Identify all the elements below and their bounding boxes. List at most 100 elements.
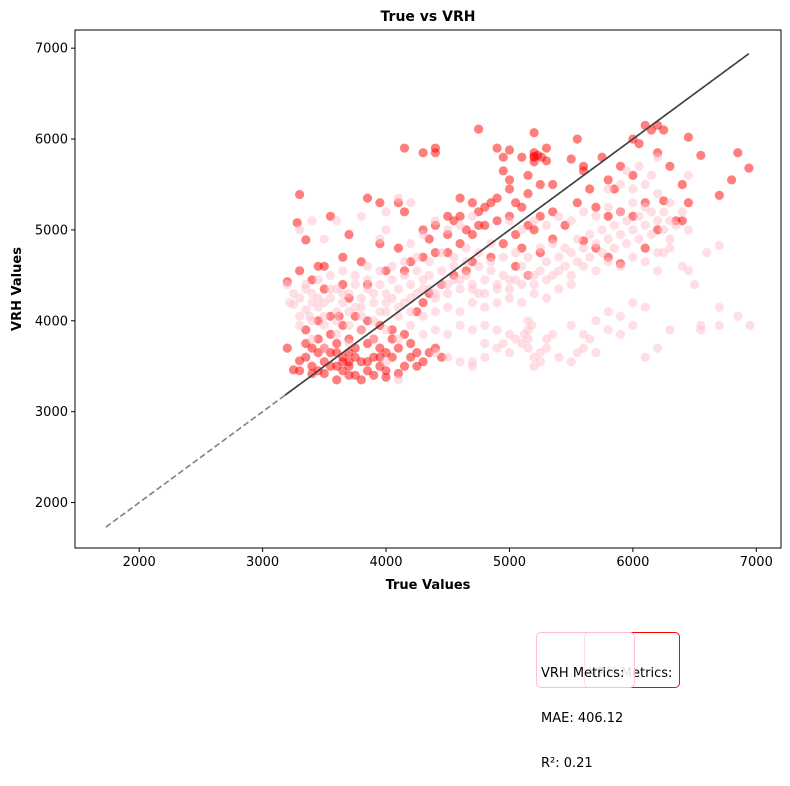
- series-0-point-173: [325, 361, 336, 371]
- y-tick-label-4000: 4000: [35, 314, 68, 329]
- series-1-point-120: [455, 220, 465, 230]
- series-0-point-28: [634, 139, 644, 149]
- series-1-point-204: [603, 202, 613, 212]
- series-1-point-273: [615, 261, 626, 271]
- series-0-point-81: [467, 198, 477, 208]
- series-1-point-174: [640, 352, 650, 362]
- series-1-point-275: [640, 257, 650, 267]
- series-1-point-211: [640, 179, 650, 190]
- series-1-point-98: [399, 257, 410, 267]
- series-1-point-249: [319, 298, 329, 308]
- series-1-point-195: [665, 198, 675, 208]
- series-1-point-168: [591, 316, 601, 326]
- series-1-point-63: [665, 234, 675, 244]
- series-0-point-193: [498, 239, 508, 249]
- series-0-point-101: [548, 179, 558, 190]
- y-tick-label-5000: 5000: [35, 223, 68, 238]
- series-1-point-112: [393, 193, 403, 203]
- series-1-point-238: [535, 243, 545, 253]
- series-1-point-67: [295, 311, 305, 321]
- series-1-point-274: [628, 252, 638, 262]
- series-1-point-56: [622, 239, 632, 249]
- series-0-point-57: [319, 261, 329, 271]
- series-1-point-267: [541, 275, 552, 285]
- x-axis-ticks: 2000 3000 4000 5000 6000 7000: [123, 548, 773, 570]
- series-pink-points: [282, 152, 755, 385]
- series-0-point-96: [591, 202, 601, 212]
- series-1-point-132: [430, 325, 440, 335]
- series-1-point-124: [332, 329, 342, 339]
- series-0-point-177: [332, 348, 342, 358]
- y-tick-label-3000: 3000: [35, 405, 68, 420]
- series-1-point-224: [362, 275, 373, 285]
- series-1-point-62: [659, 225, 669, 235]
- series-1-point-282: [529, 361, 539, 371]
- series-1-point-167: [566, 320, 576, 330]
- series-1-point-119: [443, 225, 453, 235]
- series-1-point-193: [677, 207, 687, 217]
- series-1-point-199: [541, 220, 552, 230]
- series-1-point-88: [554, 284, 564, 294]
- series-1-point-210: [628, 184, 638, 194]
- series-0-point-94: [572, 198, 582, 208]
- series-1-point-218: [288, 288, 299, 299]
- series-1-point-59: [640, 220, 650, 230]
- series-0-point-42: [744, 163, 754, 173]
- series-1-point-265: [517, 279, 527, 290]
- series-1-point-70: [332, 316, 342, 326]
- series-1-point-182: [714, 320, 724, 330]
- series-1-point-229: [424, 270, 434, 280]
- metrics-front-title: VRH Metrics:: [541, 666, 625, 681]
- series-1-point-95: [362, 261, 373, 271]
- series-1-point-239: [548, 239, 558, 249]
- series-1-point-133: [443, 329, 453, 339]
- series-1-point-10: [338, 298, 348, 308]
- series-1-point-126: [356, 325, 366, 335]
- series-1-point-234: [486, 257, 496, 267]
- series-1-point-242: [585, 229, 595, 240]
- series-0-point-40: [727, 175, 737, 185]
- series-1-point-172: [640, 302, 650, 312]
- series-0-point-6: [375, 198, 385, 208]
- series-0-point-118: [332, 338, 342, 349]
- series-1-point-110: [356, 211, 366, 221]
- series-0-point-75: [492, 216, 502, 226]
- series-0-point-180: [412, 361, 422, 371]
- series-1-point-161: [578, 343, 589, 353]
- series-0-point-46: [640, 243, 650, 253]
- series-0-point-20: [572, 134, 582, 144]
- series-0-point-88: [535, 179, 545, 190]
- series-1-point-58: [634, 234, 644, 244]
- plot-frame: [74, 29, 782, 549]
- series-0-point-15: [492, 143, 502, 153]
- series-1-point-61: [653, 216, 663, 226]
- series-0-point-2: [301, 235, 311, 245]
- series-1-point-215: [646, 170, 657, 180]
- series-1-point-179: [714, 302, 724, 312]
- series-1-point-175: [653, 343, 663, 353]
- series-1-point-277: [467, 357, 477, 367]
- series-1-point-280: [510, 334, 521, 344]
- series-0-point-168: [393, 368, 403, 379]
- x-tick-label-7000: 7000: [740, 555, 773, 570]
- series-1-point-73: [369, 316, 379, 326]
- series-1-point-217: [282, 279, 292, 290]
- series-1-point-243: [597, 225, 607, 235]
- series-1-point-123: [319, 343, 329, 353]
- y-axis-ticks: 2000 3000 4000 5000 6000 7000: [35, 42, 75, 511]
- series-1-point-207: [640, 202, 650, 212]
- series-0-point-8: [399, 207, 410, 217]
- series-0-point-13: [474, 124, 484, 134]
- series-1-point-125: [344, 338, 354, 349]
- series-0-point-105: [498, 166, 508, 176]
- series-1-point-268: [554, 266, 564, 276]
- series-1-point-54: [609, 243, 620, 253]
- series-1-point-107: [307, 216, 317, 226]
- series-1-point-254: [381, 298, 391, 308]
- series-1-point-244: [609, 220, 620, 230]
- series-1-point-241: [572, 234, 582, 244]
- series-1-point-33: [480, 275, 490, 285]
- series-1-point-164: [603, 325, 613, 335]
- series-1-point-252: [356, 302, 366, 312]
- series-1-point-198: [529, 216, 539, 226]
